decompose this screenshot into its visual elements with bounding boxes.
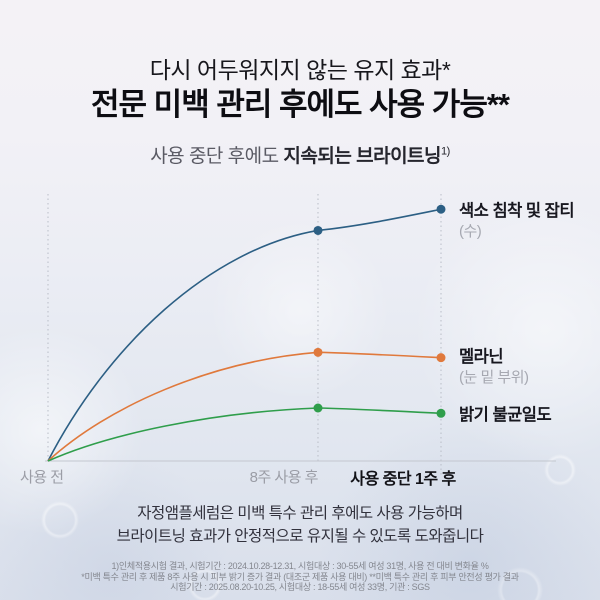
footnotes: 1)인체적용시험 결과, 시험기간 : 2024.10.28-12.31, 시험…: [0, 561, 600, 593]
description-line-2: 브라이트닝 효과가 안정적으로 유지될 수 있도록 도와줍니다: [116, 528, 484, 545]
chart-title: 사용 중단 후에도 지속되는 브라이트닝1): [0, 141, 600, 168]
description-line-1: 자정앰플세럼은 미백 특수 관리 후에도 사용 가능하며: [137, 505, 463, 522]
data-point-dot: [436, 353, 446, 363]
series-label-melanin: 멜라닌: [459, 348, 504, 366]
series-label-brightness-unevenness: 밝기 불균일도: [459, 406, 552, 424]
footnote-line-3: 시험기간 : 2025.08.20-10.25, 시험대상 : 18-55세 여…: [170, 582, 430, 592]
data-point-dot: [436, 408, 446, 418]
data-point-dot: [313, 347, 323, 357]
x-label-before-use: 사용 전: [20, 469, 64, 486]
chart-title-light: 사용 중단 후에도: [150, 146, 284, 167]
footnote-line-2: *미백 특수 관리 후 제품 8주 사용 시 피부 밝기 증가 결과 (대조군 …: [81, 571, 519, 582]
description: 자정앰플세럼은 미백 특수 관리 후에도 사용 가능하며 브라이트닝 효과가 안…: [0, 502, 600, 548]
series-unit-pigmentation: (수): [459, 223, 482, 240]
headline-line-2: 전문 미백 관리 후에도 사용 가능**: [91, 87, 510, 122]
data-point-dot: [313, 225, 323, 235]
chart-title-bold: 지속되는 브라이트닝: [283, 146, 442, 167]
series-line: [47, 407, 442, 462]
headline-line-1: 다시 어두워지지 않는 유지 효과*: [149, 57, 451, 83]
data-point-dot: [436, 204, 446, 214]
data-point-dot: [313, 403, 323, 413]
footnote-line-1: 1)인체적용시험 결과, 시험기간 : 2024.10.28-12.31, 시험…: [111, 561, 489, 571]
x-label-week8: 8주 사용 후: [249, 469, 319, 486]
series-line: [47, 351, 442, 462]
series-label-pigmentation: 색소 침착 및 잡티: [459, 202, 575, 220]
x-label-1week-after-stop: 사용 중단 1주 후: [350, 471, 456, 488]
series-unit-melanin: (눈 밑 부위): [459, 369, 529, 386]
series-line: [47, 208, 442, 462]
chart-title-footnote-marker: 1): [441, 145, 450, 158]
